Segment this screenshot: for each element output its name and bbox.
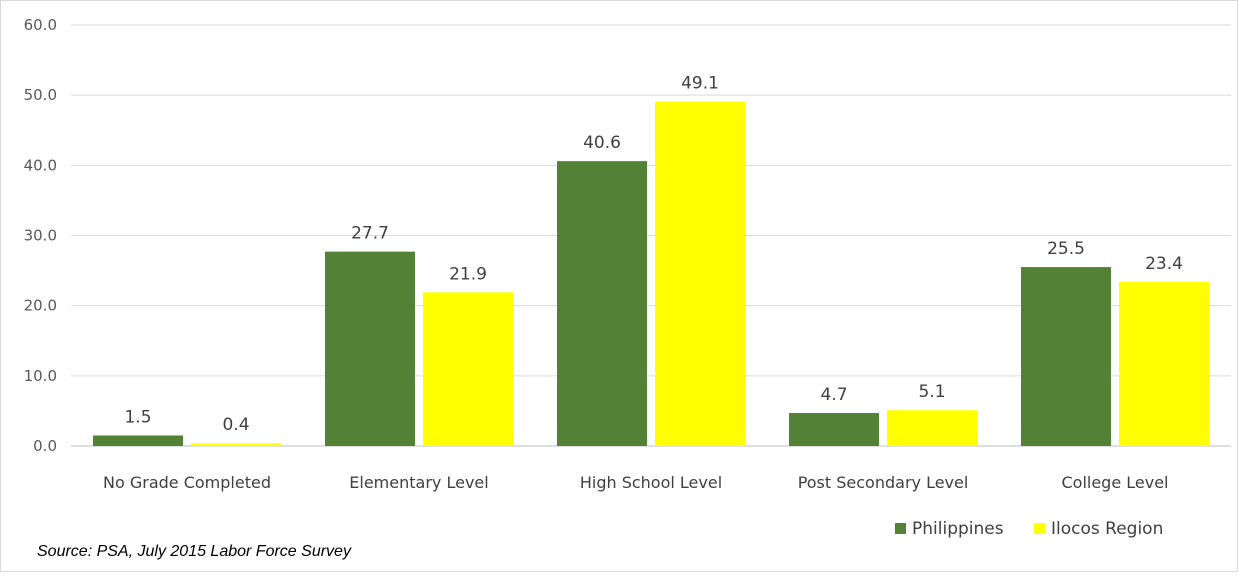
- data-label: 5.1: [918, 382, 945, 402]
- y-tick-label: 60.0: [24, 16, 57, 34]
- x-axis-categories: No Grade Completed Elementary Level High S…: [103, 473, 1169, 492]
- data-label: 49.1: [681, 73, 719, 93]
- legend-swatch-ilocos-region: [1034, 523, 1045, 534]
- y-tick-label: 0.0: [33, 437, 57, 455]
- y-tick-label: 10.0: [24, 367, 57, 385]
- data-label: 40.6: [583, 133, 621, 153]
- bar-ilocos-region: [655, 101, 745, 447]
- category-label: Elementary Level: [349, 473, 488, 492]
- category-label: Post Secondary Level: [798, 473, 969, 492]
- legend-swatch-philippines: [895, 523, 906, 534]
- data-label: 23.4: [1145, 254, 1183, 274]
- category-label: No Grade Completed: [103, 473, 271, 492]
- data-labels: 1.5 0.4 27.7 21.9 40.6 49.1 4.7 5.1 25.5 23.4: [124, 73, 1182, 435]
- data-label: 4.7: [820, 385, 847, 405]
- y-tick-label: 30.0: [24, 227, 57, 245]
- category-label: College Level: [1061, 473, 1168, 492]
- bar-ilocos-region: [191, 443, 281, 446]
- data-label: 1.5: [124, 407, 151, 427]
- data-label: 0.4: [222, 415, 249, 435]
- data-label: 27.7: [351, 224, 389, 244]
- bar-philippines: [93, 435, 183, 446]
- bar-ilocos-region: [423, 292, 513, 446]
- category-label: High School Level: [580, 473, 722, 492]
- legend-label-philippines: Philippines: [912, 519, 1004, 539]
- legend: Philippines Ilocos Region: [895, 519, 1163, 539]
- bar-ilocos-region: [887, 410, 977, 446]
- y-tick-label: 50.0: [24, 86, 57, 104]
- data-label: 21.9: [449, 264, 487, 284]
- y-tick-label: 20.0: [24, 297, 57, 315]
- gridlines: [71, 24, 1231, 447]
- y-tick-label: 40.0: [24, 156, 57, 174]
- bar-philippines: [789, 413, 879, 446]
- legend-label-ilocos-region: Ilocos Region: [1051, 519, 1163, 539]
- bar-philippines: [1021, 267, 1111, 446]
- bar-ilocos-region: [1119, 281, 1209, 446]
- data-label: 25.5: [1047, 239, 1085, 259]
- bars: [93, 101, 1209, 447]
- y-axis-ticks: 0.0 10.0 20.0 30.0 40.0 50.0 60.0: [24, 16, 57, 455]
- bar-philippines: [325, 251, 415, 446]
- source-note: Source: PSA, July 2015 Labor Force Surve…: [37, 543, 352, 560]
- bar-philippines: [557, 161, 647, 446]
